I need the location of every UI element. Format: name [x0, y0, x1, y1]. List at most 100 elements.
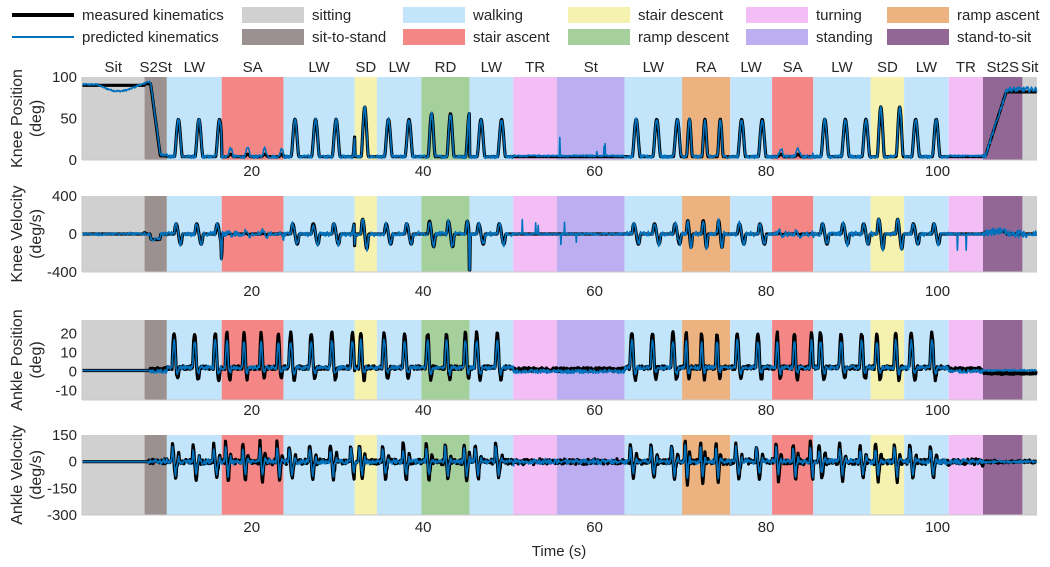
segment-label: LW	[308, 59, 330, 76]
legend-label: standing	[816, 28, 873, 46]
segment-sa	[772, 77, 814, 160]
legend-item-turning: turning	[746, 5, 862, 25]
segment-tr	[513, 320, 557, 400]
segment-ra	[682, 320, 731, 400]
panel-knee-velocity: -400 0 400 20 40 60 80 100 Knee Velocity (deg/s)	[9, 186, 1038, 300]
ramp-descent-swatch	[568, 29, 630, 45]
segment-s2st	[144, 320, 167, 400]
y-tick-label: 50	[60, 111, 77, 128]
y-tick-label: 20	[60, 325, 77, 342]
y-axis-label: (deg/s)	[28, 450, 45, 500]
ramp-ascent-swatch	[887, 7, 949, 23]
segment-sit	[1022, 435, 1037, 515]
legend-label: measured kinematics	[82, 6, 224, 24]
predicted-line-swatch	[12, 36, 74, 38]
segment-tr	[513, 77, 557, 160]
segment-ra	[682, 435, 731, 515]
x-axis-label: Time (s)	[532, 543, 586, 560]
legend-label: stair ascent	[473, 28, 550, 46]
y-tick-label: 0	[69, 454, 77, 471]
segment-label: LW	[916, 59, 938, 76]
legend-item-sit-to-stand: sit-to-stand	[242, 27, 386, 47]
segment-sa	[221, 435, 284, 515]
segment-sa	[221, 320, 284, 400]
segment-label: LW	[740, 59, 762, 76]
y-axis-label: Knee Position	[9, 69, 26, 168]
x-tick-label: 100	[925, 283, 950, 300]
y-axis-label: Knee Velocity	[9, 186, 26, 283]
segment-st2s	[982, 320, 1023, 400]
y-axis-label: Ankle Velocity	[9, 425, 26, 525]
legend-label: ramp descent	[638, 28, 729, 46]
segment-sit	[1022, 77, 1037, 160]
panel-ankle-position: -10 0 10 20 20 40 60 80 100 Ankle Position (deg)	[9, 309, 1038, 419]
segment-label: SA	[243, 59, 263, 76]
y-tick-label: 100	[52, 69, 77, 86]
predicted-line	[81, 338, 1037, 376]
segment-label: SD	[877, 59, 898, 76]
segment-tr	[948, 435, 983, 515]
stair-ascent-swatch	[403, 29, 465, 45]
segment-label: SA	[783, 59, 803, 76]
segment-sit	[1022, 320, 1037, 400]
segment-label: LW	[481, 59, 503, 76]
x-tick-label: 20	[243, 283, 260, 300]
x-tick-label: 40	[415, 519, 432, 536]
legend-label: ramp ascent	[957, 6, 1040, 24]
segment-sit	[82, 435, 145, 515]
segment-s2st	[144, 196, 167, 272]
y-axis-label: (deg)	[28, 341, 45, 378]
y-tick-label: 150	[52, 427, 77, 444]
legend-label: sitting	[312, 6, 352, 24]
x-tick-label: 40	[415, 283, 432, 300]
panel-ankle-velocity: -300 -150 0 150 20 40 60 80 100 Ankle Velocity (de…	[9, 425, 1038, 536]
panel-knee-position: 0 50 100 20 40 60 80 100 Knee Position (deg) Sit S2…	[9, 59, 1039, 180]
legend-label: stair descent	[638, 6, 724, 24]
legend: measured kinematics predicted kinematics…	[0, 0, 1050, 52]
y-tick-label: 0	[69, 226, 77, 243]
segment-tr	[948, 320, 983, 400]
x-tick-label: 60	[586, 163, 603, 180]
segment-label: LW	[643, 59, 665, 76]
segment-label: S2St	[139, 59, 172, 76]
segment-sa	[221, 77, 284, 160]
x-tick-label: 100	[925, 402, 950, 419]
y-axis-label: (deg/s)	[28, 209, 45, 259]
y-axis-label: Ankle Position	[9, 309, 26, 410]
x-tick-label: 60	[586, 283, 603, 300]
segment-lw	[283, 435, 355, 515]
legend-item-stand-to-sit: stand-to-sit	[887, 27, 1031, 47]
segment-label: LW	[831, 59, 853, 76]
y-tick-label: 0	[69, 363, 77, 380]
legend-label: walking	[473, 6, 524, 24]
predicted-line	[81, 80, 1038, 160]
x-tick-label: 100	[925, 519, 950, 536]
measured-line-swatch	[12, 13, 74, 17]
segment-st	[556, 320, 625, 400]
predicted-line	[81, 444, 1037, 480]
segment-label: Sit	[1021, 59, 1039, 76]
x-tick-label: 80	[758, 163, 775, 180]
legend-label: turning	[816, 6, 862, 24]
sitting-swatch	[242, 7, 304, 23]
segment-sit	[82, 320, 145, 400]
y-tick-label: -10	[55, 382, 77, 399]
segment-label: Sit	[105, 59, 123, 76]
segment-st	[556, 77, 625, 160]
legend-label: predicted kinematics	[82, 28, 219, 46]
legend-item-predicted: predicted kinematics	[0, 27, 219, 47]
segment-label: St2S	[986, 59, 1019, 76]
segment-label: SD	[355, 59, 376, 76]
segment-label: LW	[388, 59, 410, 76]
standing-swatch	[746, 29, 808, 45]
legend-item-walking: walking	[403, 5, 523, 25]
predicted-line	[81, 217, 1038, 271]
x-tick-label: 20	[243, 163, 260, 180]
y-tick-label: 10	[60, 344, 77, 361]
legend-label: sit-to-stand	[312, 28, 387, 46]
x-tick-label: 40	[415, 402, 432, 419]
segment-label: LW	[184, 59, 206, 76]
walking-swatch	[403, 7, 465, 23]
legend-item-sitting: sitting	[242, 5, 351, 25]
